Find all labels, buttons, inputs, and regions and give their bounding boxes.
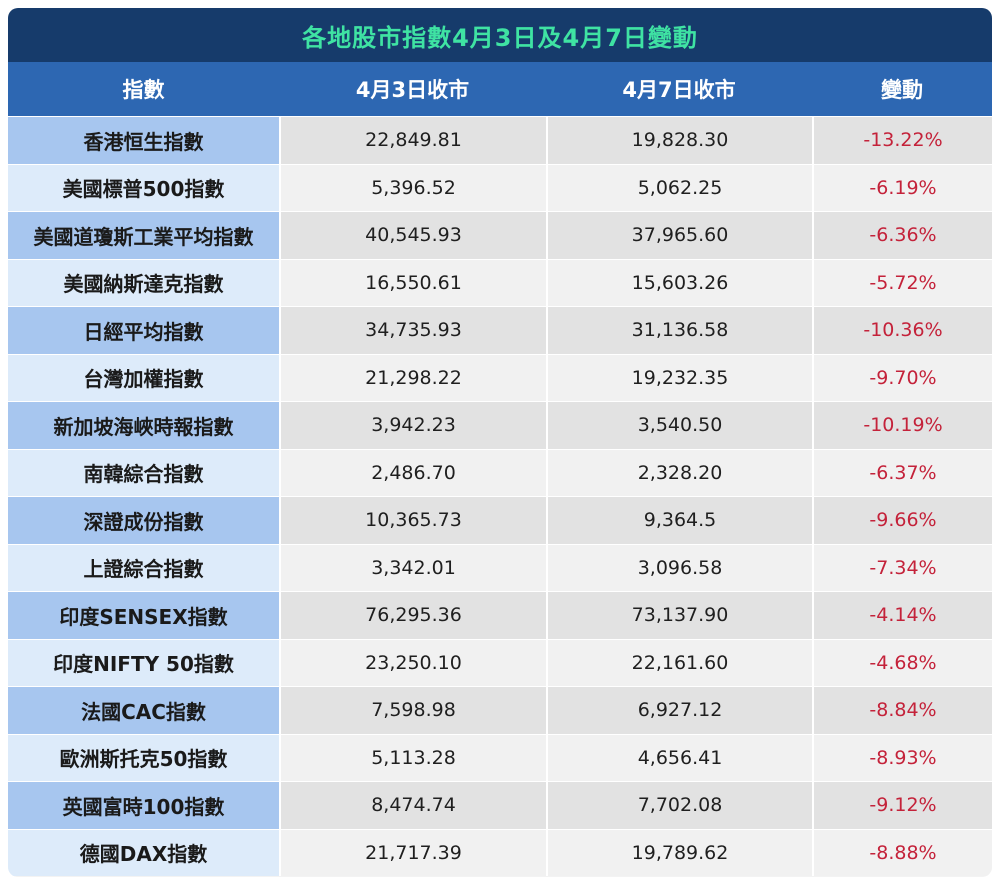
row-apr7-close: 7,702.08 [546,782,812,829]
row-change: -9.66% [812,497,992,544]
row-apr7-close: 4,656.41 [546,734,812,781]
table-row: 德國DAX指數 21,717.39 19,789.62 -8.88% [8,828,992,876]
header-index: 指數 [122,78,165,102]
row-apr7-close: 15,603.26 [546,259,812,306]
table-row: 香港恒生指數 22,849.81 19,828.30 -13.22% [8,116,992,164]
row-apr3-close: 7,598.98 [279,687,546,734]
row-apr7-close: 2,328.20 [546,449,812,496]
row-index-name: 英國富時100指數 [8,782,279,829]
row-apr3-close: 8,474.74 [279,782,546,829]
row-change: -5.72% [812,259,992,306]
row-change: -8.88% [812,829,992,876]
header-change: 變動 [881,78,923,102]
table-row: 深證成份指數 10,365.73 9,364.5 -9.66% [8,496,992,544]
table-row: 印度SENSEX指數 76,295.36 73,137.90 -4.14% [8,591,992,639]
row-index-name: 新加坡海峽時報指數 [8,402,279,449]
row-apr3-close: 21,717.39 [279,829,546,876]
table-row: 歐洲斯托克50指數 5,113.28 4,656.41 -8.93% [8,733,992,781]
row-apr3-close: 22,849.81 [279,117,546,164]
table-row: 法國CAC指數 7,598.98 6,927.12 -8.84% [8,686,992,734]
row-apr3-close: 40,545.93 [279,212,546,259]
row-change: -7.34% [812,544,992,591]
row-index-name: 深證成份指數 [8,497,279,544]
row-change: -6.36% [812,212,992,259]
row-apr7-close: 31,136.58 [546,307,812,354]
row-apr7-close: 3,540.50 [546,402,812,449]
row-index-name: 法國CAC指數 [8,687,279,734]
table-row: 美國道瓊斯工業平均指數 40,545.93 37,965.60 -6.36% [8,211,992,259]
row-change: -9.12% [812,782,992,829]
row-apr7-close: 6,927.12 [546,687,812,734]
row-apr7-close: 9,364.5 [546,497,812,544]
row-index-name: 香港恒生指數 [8,117,279,164]
row-apr7-close: 73,137.90 [546,592,812,639]
row-change: -6.19% [812,164,992,211]
row-index-name: 美國道瓊斯工業平均指數 [8,212,279,259]
row-apr7-close: 19,232.35 [546,354,812,401]
row-index-name: 上證綜合指數 [8,544,279,591]
row-apr3-close: 5,113.28 [279,734,546,781]
table-row: 日經平均指數 34,735.93 31,136.58 -10.36% [8,306,992,354]
row-index-name: 歐洲斯托克50指數 [8,734,279,781]
table-row: 台灣加權指數 21,298.22 19,232.35 -9.70% [8,353,992,401]
row-apr3-close: 76,295.36 [279,592,546,639]
table-row: 美國納斯達克指數 16,550.61 15,603.26 -5.72% [8,258,992,306]
row-apr3-close: 21,298.22 [279,354,546,401]
row-apr7-close: 5,062.25 [546,164,812,211]
table-row: 英國富時100指數 8,474.74 7,702.08 -9.12% [8,781,992,829]
row-apr3-close: 10,365.73 [279,497,546,544]
row-change: -4.14% [812,592,992,639]
row-change: -4.68% [812,639,992,686]
row-apr7-close: 22,161.60 [546,639,812,686]
table-body: 香港恒生指數 22,849.81 19,828.30 -13.22% 美國標普500指數… [8,116,992,876]
row-change: -10.36% [812,307,992,354]
row-apr3-close: 2,486.70 [279,449,546,496]
row-index-name: 台灣加權指數 [8,354,279,401]
row-index-name: 印度SENSEX指數 [8,592,279,639]
row-apr3-close: 3,942.23 [279,402,546,449]
table-row: 新加坡海峽時報指數 3,942.23 3,540.50 -10.19% [8,401,992,449]
row-change: -8.93% [812,734,992,781]
table-row: 美國標普500指數 5,396.52 5,062.25 -6.19% [8,163,992,211]
row-apr3-close: 5,396.52 [279,164,546,211]
row-change: -10.19% [812,402,992,449]
header-apr7-close: 4月7日收市 [622,78,736,102]
index-change-table: 各地股市指數4月3日及4月7日變動 指數 4月3日收市 4月7日收市 變動 香港… [8,8,992,877]
row-apr7-close: 19,789.62 [546,829,812,876]
table-row: 上證綜合指數 3,342.01 3,096.58 -7.34% [8,543,992,591]
row-apr7-close: 3,096.58 [546,544,812,591]
row-apr3-close: 34,735.93 [279,307,546,354]
row-apr3-close: 3,342.01 [279,544,546,591]
table-row: 南韓綜合指數 2,486.70 2,328.20 -6.37% [8,448,992,496]
row-change: -8.84% [812,687,992,734]
row-index-name: 印度NIFTY 50指數 [8,639,279,686]
row-apr3-close: 23,250.10 [279,639,546,686]
header-apr3-close: 4月3日收市 [355,78,470,102]
row-apr3-close: 16,550.61 [279,259,546,306]
row-index-name: 日經平均指數 [8,307,279,354]
row-index-name: 美國標普500指數 [8,164,279,211]
row-apr7-close: 37,965.60 [546,212,812,259]
row-index-name: 南韓綜合指數 [8,449,279,496]
row-change: -9.70% [812,354,992,401]
table-row: 印度NIFTY 50指數 23,250.10 22,161.60 -4.68% [8,638,992,686]
table-title: 各地股市指數4月3日及4月7日變動 [8,8,992,62]
row-index-name: 美國納斯達克指數 [8,259,279,306]
header-row: 指數 4月3日收市 4月7日收市 變動 [8,62,992,116]
row-change: -6.37% [812,449,992,496]
row-index-name: 德國DAX指數 [8,829,279,876]
row-apr7-close: 19,828.30 [546,117,812,164]
row-change: -13.22% [812,117,992,164]
